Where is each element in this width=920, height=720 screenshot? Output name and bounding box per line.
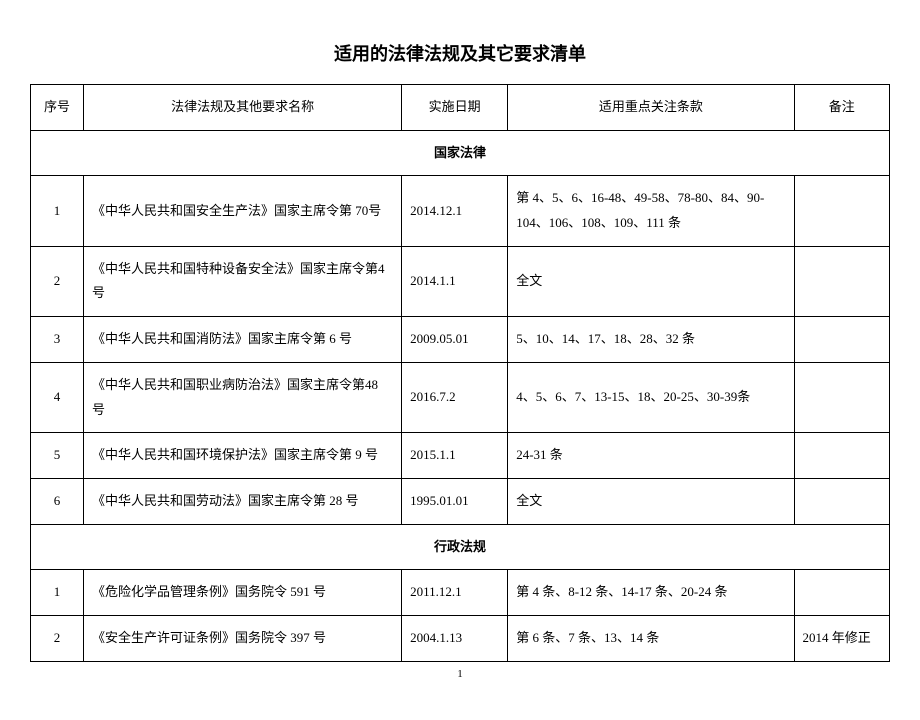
table-row: 1 《中华人民共和国安全生产法》国家主席令第 70号 2014.12.1 第 4… xyxy=(31,176,890,246)
cell-focus: 全文 xyxy=(508,478,794,524)
cell-date: 2009.05.01 xyxy=(402,317,508,363)
cell-name: 《中华人民共和国消防法》国家主席令第 6 号 xyxy=(84,317,402,363)
cell-note xyxy=(794,317,889,363)
cell-date: 2015.1.1 xyxy=(402,433,508,479)
page-number: 1 xyxy=(30,668,890,680)
table-row: 1 《危险化学品管理条例》国务院令 591 号 2011.12.1 第 4 条、… xyxy=(31,570,890,616)
cell-focus: 24-31 条 xyxy=(508,433,794,479)
section-header: 国家法律 xyxy=(31,130,890,176)
cell-name: 《中华人民共和国安全生产法》国家主席令第 70号 xyxy=(84,176,402,246)
cell-seq: 1 xyxy=(31,570,84,616)
table-header-row: 序号 法律法规及其他要求名称 实施日期 适用重点关注条款 备注 xyxy=(31,85,890,131)
cell-seq: 4 xyxy=(31,362,84,432)
col-name-header: 法律法规及其他要求名称 xyxy=(84,85,402,131)
cell-focus: 第 6 条、7 条、13、14 条 xyxy=(508,615,794,661)
cell-date: 2011.12.1 xyxy=(402,570,508,616)
cell-focus: 全文 xyxy=(508,246,794,316)
cell-seq: 2 xyxy=(31,615,84,661)
cell-note: 2014 年修正 xyxy=(794,615,889,661)
cell-name: 《安全生产许可证条例》国务院令 397 号 xyxy=(84,615,402,661)
cell-date: 1995.01.01 xyxy=(402,478,508,524)
cell-note xyxy=(794,362,889,432)
cell-name: 《中华人民共和国职业病防治法》国家主席令第48 号 xyxy=(84,362,402,432)
cell-name: 《中华人民共和国环境保护法》国家主席令第 9 号 xyxy=(84,433,402,479)
cell-focus: 第 4、5、6、16-48、49-58、78-80、84、90-104、106、… xyxy=(508,176,794,246)
laws-table: 序号 法律法规及其他要求名称 实施日期 适用重点关注条款 备注 国家法律 1 《… xyxy=(30,84,890,662)
table-row: 6 《中华人民共和国劳动法》国家主席令第 28 号 1995.01.01 全文 xyxy=(31,478,890,524)
cell-date: 2004.1.13 xyxy=(402,615,508,661)
cell-date: 2014.1.1 xyxy=(402,246,508,316)
section-header-row: 行政法规 xyxy=(31,524,890,570)
section-header: 行政法规 xyxy=(31,524,890,570)
cell-name: 《中华人民共和国特种设备安全法》国家主席令第4 号 xyxy=(84,246,402,316)
cell-focus: 第 4 条、8-12 条、14-17 条、20-24 条 xyxy=(508,570,794,616)
cell-note xyxy=(794,246,889,316)
cell-date: 2016.7.2 xyxy=(402,362,508,432)
page-title: 适用的法律法规及其它要求清单 xyxy=(30,40,890,66)
cell-name: 《中华人民共和国劳动法》国家主席令第 28 号 xyxy=(84,478,402,524)
table-body: 国家法律 1 《中华人民共和国安全生产法》国家主席令第 70号 2014.12.… xyxy=(31,130,890,661)
col-seq-header: 序号 xyxy=(31,85,84,131)
table-row: 2 《中华人民共和国特种设备安全法》国家主席令第4 号 2014.1.1 全文 xyxy=(31,246,890,316)
cell-seq: 3 xyxy=(31,317,84,363)
col-date-header: 实施日期 xyxy=(402,85,508,131)
section-header-row: 国家法律 xyxy=(31,130,890,176)
cell-seq: 2 xyxy=(31,246,84,316)
cell-note xyxy=(794,176,889,246)
cell-seq: 1 xyxy=(31,176,84,246)
table-row: 4 《中华人民共和国职业病防治法》国家主席令第48 号 2016.7.2 4、5… xyxy=(31,362,890,432)
cell-seq: 5 xyxy=(31,433,84,479)
cell-name: 《危险化学品管理条例》国务院令 591 号 xyxy=(84,570,402,616)
col-note-header: 备注 xyxy=(794,85,889,131)
table-row: 2 《安全生产许可证条例》国务院令 397 号 2004.1.13 第 6 条、… xyxy=(31,615,890,661)
cell-note xyxy=(794,433,889,479)
cell-note xyxy=(794,478,889,524)
table-row: 5 《中华人民共和国环境保护法》国家主席令第 9 号 2015.1.1 24-3… xyxy=(31,433,890,479)
cell-focus: 5、10、14、17、18、28、32 条 xyxy=(508,317,794,363)
cell-focus: 4、5、6、7、13-15、18、20-25、30-39条 xyxy=(508,362,794,432)
cell-seq: 6 xyxy=(31,478,84,524)
col-focus-header: 适用重点关注条款 xyxy=(508,85,794,131)
cell-date: 2014.12.1 xyxy=(402,176,508,246)
table-row: 3 《中华人民共和国消防法》国家主席令第 6 号 2009.05.01 5、10… xyxy=(31,317,890,363)
cell-note xyxy=(794,570,889,616)
